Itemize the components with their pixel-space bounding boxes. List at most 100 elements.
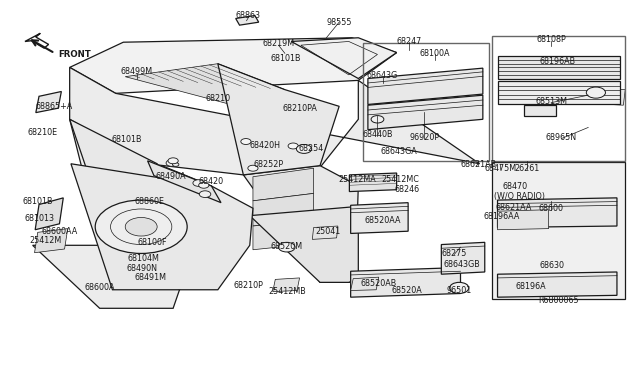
Text: 68252P: 68252P xyxy=(254,160,284,169)
Polygon shape xyxy=(368,68,483,105)
Polygon shape xyxy=(236,16,259,25)
Text: 25041: 25041 xyxy=(315,227,340,236)
Text: 68100F: 68100F xyxy=(138,238,168,247)
Polygon shape xyxy=(70,119,179,245)
Text: R6800065: R6800065 xyxy=(538,296,579,305)
Text: 68600: 68600 xyxy=(539,205,564,214)
Text: 25412MC: 25412MC xyxy=(381,175,419,184)
Polygon shape xyxy=(71,164,253,290)
Text: 68104M: 68104M xyxy=(128,254,160,263)
Text: FRONT: FRONT xyxy=(58,50,91,59)
Polygon shape xyxy=(492,162,625,299)
Polygon shape xyxy=(497,198,617,228)
Text: 68275: 68275 xyxy=(442,249,467,258)
Text: 26261: 26261 xyxy=(515,164,540,173)
Polygon shape xyxy=(368,95,483,130)
Circle shape xyxy=(95,200,187,253)
Text: 96920P: 96920P xyxy=(409,132,439,142)
Bar xyxy=(492,36,625,161)
Text: 68219M: 68219M xyxy=(262,39,294,48)
Text: 68860E: 68860E xyxy=(134,197,164,206)
Text: 68863: 68863 xyxy=(236,11,261,20)
Polygon shape xyxy=(253,193,314,226)
Polygon shape xyxy=(148,161,221,203)
Text: 98555: 98555 xyxy=(326,19,352,28)
Polygon shape xyxy=(25,33,49,48)
Polygon shape xyxy=(273,278,300,292)
Text: 68101B: 68101B xyxy=(22,197,53,206)
Circle shape xyxy=(166,160,177,166)
Text: 68643GB: 68643GB xyxy=(444,260,480,269)
Circle shape xyxy=(586,87,605,98)
Polygon shape xyxy=(291,38,397,78)
Text: 96501: 96501 xyxy=(447,286,472,295)
Circle shape xyxy=(450,282,468,294)
Text: 68499M: 68499M xyxy=(121,67,153,76)
Text: 68600AA: 68600AA xyxy=(42,227,77,236)
Text: 68210P: 68210P xyxy=(234,281,264,290)
Text: 68643GA: 68643GA xyxy=(381,147,417,156)
Polygon shape xyxy=(351,267,461,297)
Polygon shape xyxy=(250,206,358,282)
Polygon shape xyxy=(497,56,620,79)
Text: 68520A: 68520A xyxy=(392,286,422,295)
Text: 68247: 68247 xyxy=(397,37,422,46)
Text: 68246: 68246 xyxy=(394,185,419,194)
Text: 68475M: 68475M xyxy=(484,164,516,173)
Polygon shape xyxy=(35,229,68,253)
Text: 68490N: 68490N xyxy=(127,264,158,273)
Text: 68196AB: 68196AB xyxy=(540,57,575,66)
Polygon shape xyxy=(36,92,61,113)
Text: 68630: 68630 xyxy=(540,261,565,270)
Polygon shape xyxy=(349,173,397,192)
Text: 68101B: 68101B xyxy=(112,135,142,144)
Text: 25412MA: 25412MA xyxy=(338,175,376,184)
Polygon shape xyxy=(243,166,358,282)
Polygon shape xyxy=(125,64,285,105)
Text: 68865+A: 68865+A xyxy=(36,102,73,111)
Text: 68420: 68420 xyxy=(199,177,224,186)
Text: 25412M: 25412M xyxy=(29,236,61,246)
Text: 68210PA: 68210PA xyxy=(282,104,317,113)
Text: 68513M: 68513M xyxy=(535,97,567,106)
Text: 68490A: 68490A xyxy=(156,172,186,181)
Text: 68470: 68470 xyxy=(503,182,528,191)
Polygon shape xyxy=(497,272,617,297)
Text: 68643G: 68643G xyxy=(367,71,398,80)
Polygon shape xyxy=(70,38,397,93)
Polygon shape xyxy=(253,168,314,201)
Polygon shape xyxy=(253,219,314,250)
Polygon shape xyxy=(497,81,620,105)
Text: 68965N: 68965N xyxy=(546,132,577,142)
Polygon shape xyxy=(351,203,408,234)
Circle shape xyxy=(371,116,384,123)
Circle shape xyxy=(198,182,209,188)
Polygon shape xyxy=(70,67,479,175)
Text: 68621AA: 68621AA xyxy=(496,203,532,212)
Text: 68520AA: 68520AA xyxy=(365,216,401,225)
Text: 68491M: 68491M xyxy=(134,273,166,282)
Text: 68254: 68254 xyxy=(298,144,324,153)
Polygon shape xyxy=(312,226,338,239)
Polygon shape xyxy=(611,89,625,105)
Text: (W/O RADIO): (W/O RADIO) xyxy=(493,192,545,201)
Text: 68196AA: 68196AA xyxy=(483,212,520,221)
Circle shape xyxy=(248,165,258,171)
Circle shape xyxy=(241,138,251,144)
Text: 68600A: 68600A xyxy=(84,283,115,292)
Polygon shape xyxy=(351,277,379,291)
Text: 68100A: 68100A xyxy=(420,49,450,58)
Circle shape xyxy=(296,144,312,153)
Circle shape xyxy=(168,158,178,164)
Circle shape xyxy=(278,242,295,252)
Text: 68621AB: 68621AB xyxy=(460,160,497,169)
Text: 68210: 68210 xyxy=(205,94,230,103)
Polygon shape xyxy=(70,119,218,290)
Polygon shape xyxy=(497,210,548,230)
Text: 68520AB: 68520AB xyxy=(360,279,397,288)
Polygon shape xyxy=(218,64,339,175)
Text: 681013: 681013 xyxy=(24,214,54,223)
Polygon shape xyxy=(33,245,179,308)
Text: 68101B: 68101B xyxy=(271,54,301,62)
Polygon shape xyxy=(35,198,63,230)
